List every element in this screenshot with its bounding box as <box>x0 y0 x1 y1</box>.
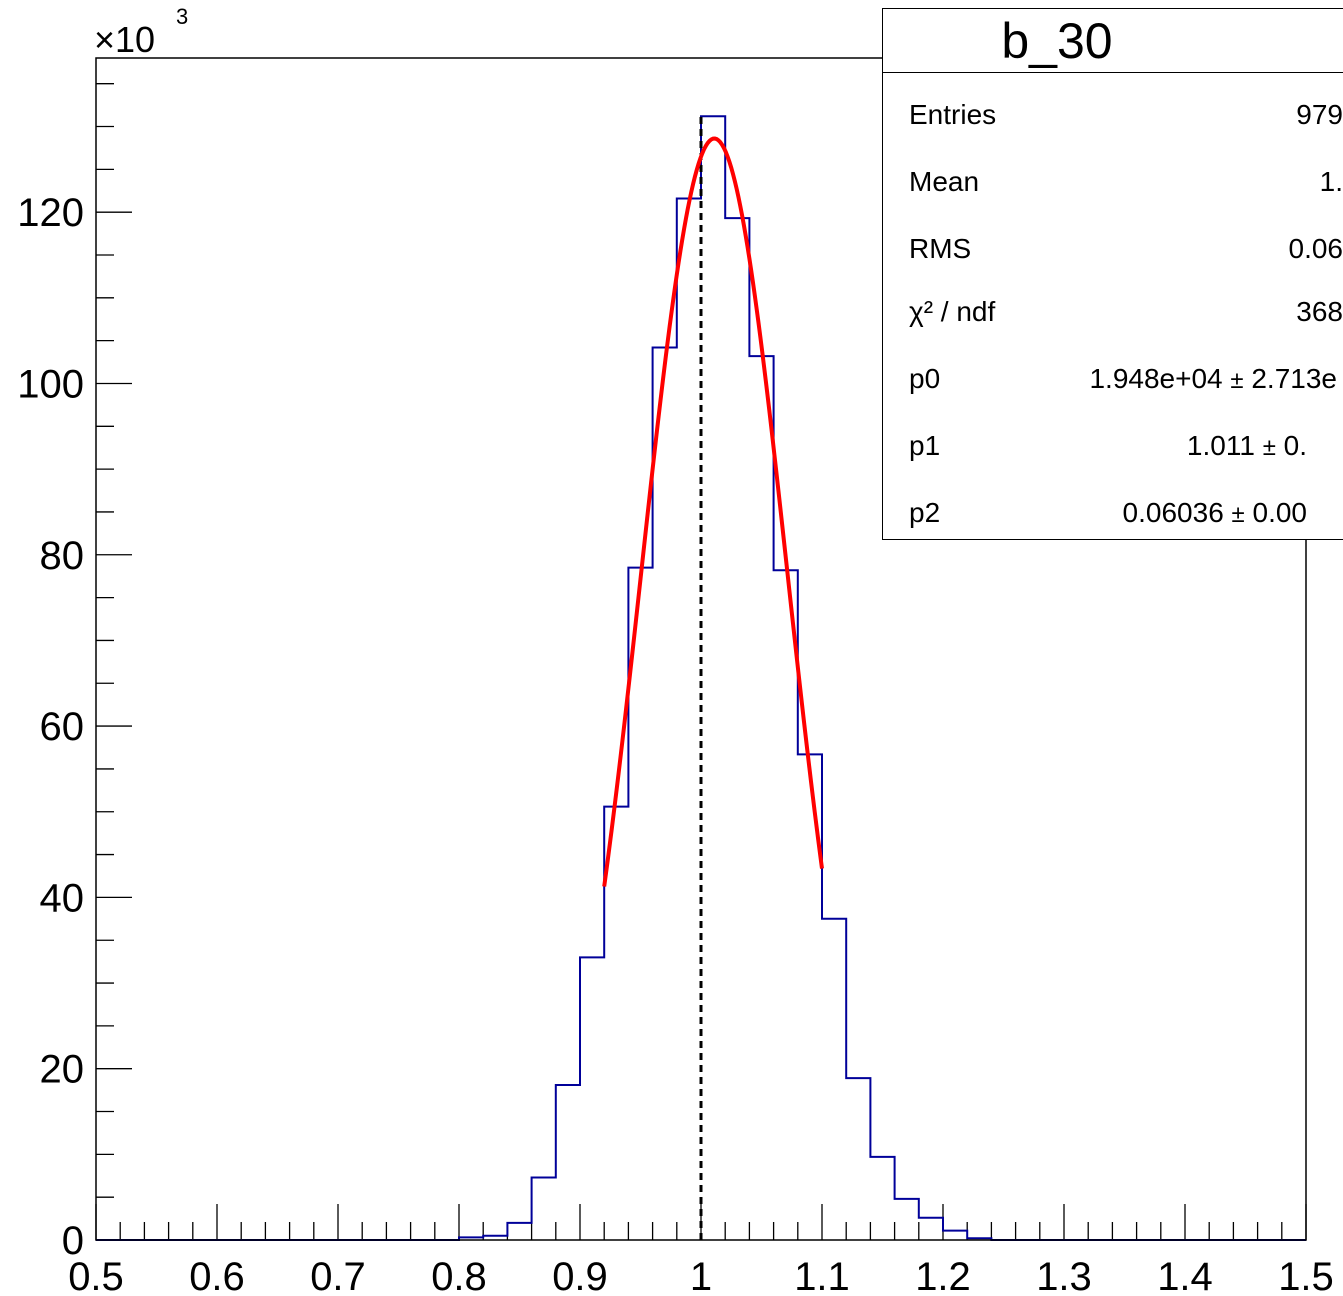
stats-row-entries: Entries 979 <box>883 99 1343 139</box>
y-multiplier-exponent: 3 <box>176 4 188 29</box>
fit-error: 2.713e <box>1251 363 1337 394</box>
stats-value: 979 <box>1296 99 1343 130</box>
x-tick-label: 1.3 <box>1036 1255 1092 1296</box>
fit-value: 1.011 <box>1186 430 1255 461</box>
histogram-bins <box>96 115 1306 1241</box>
fit-error: 0. <box>1283 430 1307 461</box>
x-tick-label: 1.1 <box>794 1255 850 1296</box>
stats-label: Entries <box>909 99 997 130</box>
histogram-outline <box>96 115 1306 1241</box>
gaussian-fit <box>602 136 824 887</box>
stats-value: 1. <box>1319 166 1343 197</box>
y-tick-label: 80 <box>40 534 85 578</box>
plus-minus-symbol: ± <box>1230 367 1244 394</box>
stats-row-p2: p2 0.06036 ± 0.00 <box>883 497 1343 537</box>
plot-frame <box>95 57 1307 1241</box>
stats-value: 0.06036 ± 0.00 <box>1123 497 1307 529</box>
tick-labels: 0.5 0.6 0.7 0.8 0.9 1 1.1 1.2 1.3 1.4 1.5 0 20 40 60 80… <box>17 191 1334 1296</box>
y-tick-label: 40 <box>40 876 85 920</box>
stats-row-p0: p0 1.948e+04 ± 2.713e <box>883 363 1343 403</box>
fit-value: 1.948e+04 <box>1089 363 1223 394</box>
stats-value: 1.011 ± 0. <box>1187 430 1307 462</box>
x-tick-label: 0.6 <box>189 1255 245 1296</box>
stats-row-mean: Mean 1. <box>883 166 1343 206</box>
x-tick-label: 0.9 <box>552 1255 608 1296</box>
stats-value: 0.06 <box>1288 233 1343 264</box>
y-tick-label: 100 <box>17 362 84 406</box>
y-tick-label: 120 <box>17 191 84 235</box>
stats-label: Mean <box>909 166 980 197</box>
x-tick-label: 1.4 <box>1157 1255 1213 1296</box>
stats-row-p1: p1 1.011 ± 0. <box>883 430 1343 470</box>
x-tick-label: 0.5 <box>68 1255 124 1296</box>
stats-label: p2 <box>909 497 941 528</box>
x-tick-label: 1.2 <box>915 1255 971 1296</box>
stats-title: b_30 <box>883 9 1343 73</box>
fit-value: 0.06036 <box>1122 497 1224 528</box>
stats-value: 368 <box>1296 296 1343 327</box>
stats-row-chi2: χ² / ndf 368 <box>883 296 1343 336</box>
stats-label: p1 <box>909 430 941 461</box>
stats-label: RMS <box>909 233 972 264</box>
x-tick-label: 0.8 <box>431 1255 487 1296</box>
stats-label: χ² / ndf <box>909 296 996 327</box>
x-tick-label: 0.7 <box>310 1255 366 1296</box>
x-tick-label: 1 <box>690 1255 712 1296</box>
y-tick-label: 0 <box>62 1219 84 1263</box>
stats-label: p0 <box>909 363 941 394</box>
fit-curve <box>602 136 824 887</box>
y-multiplier-base: ×10 <box>94 19 155 60</box>
stats-row-rms: RMS 0.06 <box>883 233 1343 273</box>
y-tick-label: 20 <box>40 1048 85 1092</box>
stats-value: 1.948e+04 ± 2.713e <box>1089 363 1337 395</box>
x-tick-label: 1.5 <box>1278 1255 1334 1296</box>
plus-minus-symbol: ± <box>1231 501 1245 528</box>
y-multiplier: ×10 3 <box>94 4 188 60</box>
plus-minus-symbol: ± <box>1262 434 1276 461</box>
fit-error: 0.00 <box>1252 497 1308 528</box>
stats-box: b_30 Entries 979 Mean 1. RMS 0.06 χ² / n… <box>882 8 1343 540</box>
y-tick-label: 60 <box>40 705 85 749</box>
